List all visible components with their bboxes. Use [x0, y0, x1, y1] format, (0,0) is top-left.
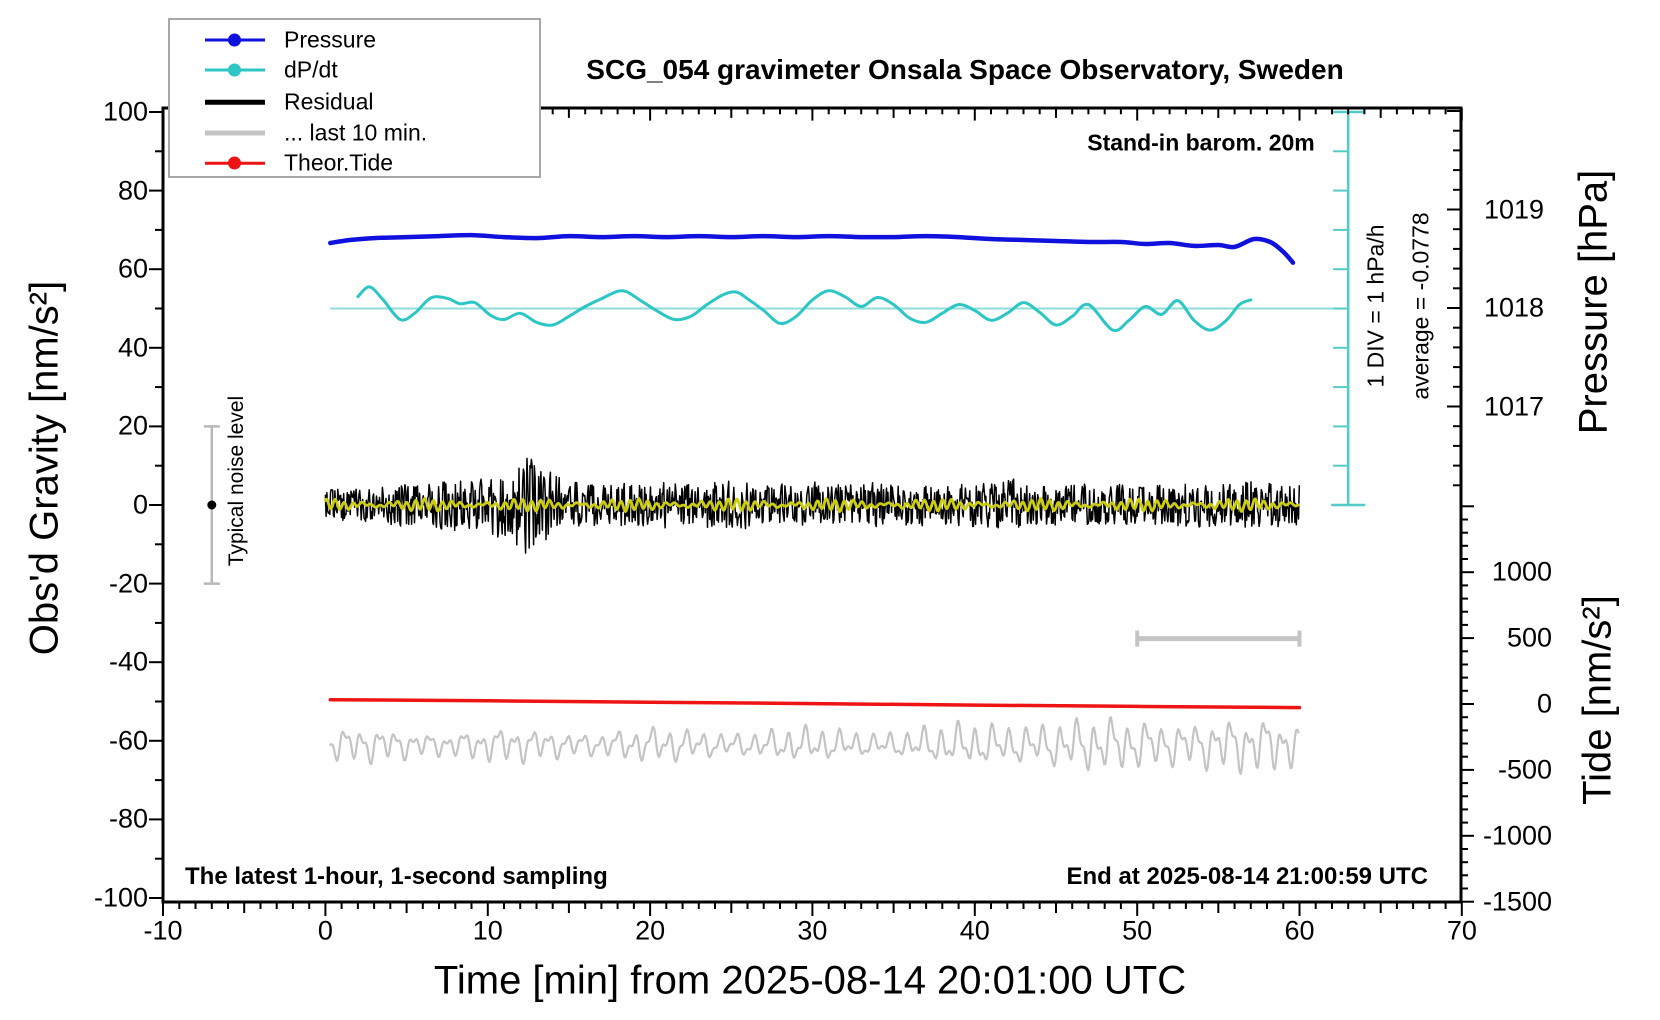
legend-label: Theor.Tide [284, 149, 394, 176]
legend-box: Pressure dP/dt Residual ... last 10 min. The… [168, 18, 541, 178]
legend-marker-dot [228, 33, 241, 47]
div-scale-annotation: 1 DIV = 1 hPa/h [1362, 224, 1389, 388]
legend-line-sample [205, 130, 265, 136]
legend-line-sample [205, 99, 265, 105]
legend-marker-dot [228, 156, 241, 170]
legend-marker-dot [228, 63, 241, 77]
gravity-axis-title: Obs'd Gravity [nm/s²] [22, 280, 67, 656]
legend-label: dP/dt [284, 56, 338, 83]
noise-level-annotation: Typical noise level [225, 395, 248, 567]
x-axis-title: Time [min] from 2025-08-14 20:01:00 UTC [433, 958, 1187, 1003]
sampling-annotation: The latest 1-hour, 1-second sampling [185, 863, 608, 890]
pressure-axis-title: Pressure [hPa] [1571, 169, 1616, 435]
page-title: SCG_054 gravimeter Onsala Space Observat… [586, 54, 1344, 85]
average-annotation: average = -0.0778 [1407, 212, 1434, 400]
barometer-annotation: Stand-in barom. 20m [1087, 129, 1315, 156]
legend-label: Residual [284, 88, 374, 115]
legend-label: ... last 10 min. [284, 119, 428, 146]
end-time-annotation: End at 2025-08-14 21:00:59 UTC [1066, 863, 1429, 890]
legend-label: Pressure [284, 26, 377, 53]
tide-axis-title: Tide [nm/s²] [1575, 595, 1620, 805]
